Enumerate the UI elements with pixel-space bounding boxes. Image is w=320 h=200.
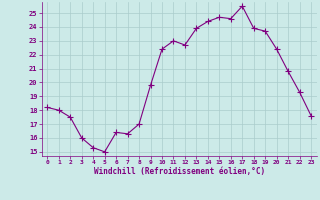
X-axis label: Windchill (Refroidissement éolien,°C): Windchill (Refroidissement éolien,°C) (94, 167, 265, 176)
